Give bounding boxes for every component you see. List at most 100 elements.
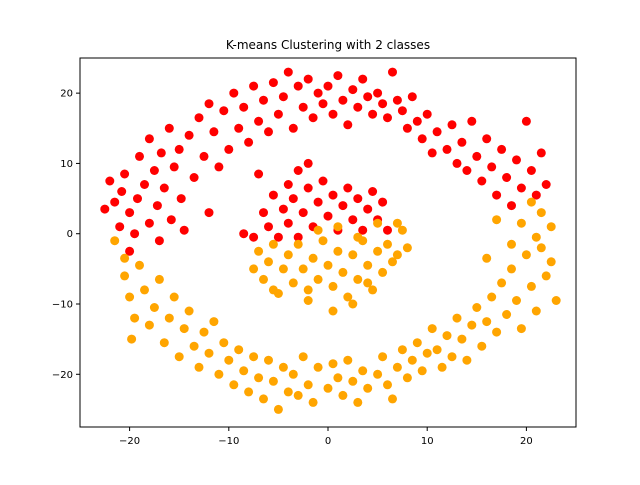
data-point [467, 320, 477, 330]
data-point [502, 173, 512, 182]
data-point [152, 201, 162, 211]
data-point [264, 257, 273, 267]
data-point [194, 362, 204, 372]
data-point [432, 127, 442, 137]
data-point [244, 387, 254, 397]
data-point [363, 260, 373, 270]
data-point [392, 250, 402, 260]
data-point [117, 187, 127, 196]
data-point [278, 362, 288, 372]
data-point [507, 201, 516, 211]
data-point [278, 264, 288, 274]
data-point [353, 102, 363, 112]
data-point [507, 239, 516, 249]
data-point [318, 176, 328, 186]
data-point [125, 246, 135, 256]
data-point [368, 187, 378, 196]
data-point [308, 113, 318, 123]
data-point [348, 299, 358, 309]
data-point [120, 169, 130, 179]
data-point [378, 267, 388, 277]
data-point [283, 67, 293, 77]
data-point [140, 180, 149, 189]
data-point [273, 232, 283, 242]
data-point [184, 306, 194, 316]
data-point [224, 355, 234, 365]
x-tick-label: 0 [325, 436, 331, 447]
data-point [383, 380, 392, 390]
data-point [373, 88, 383, 98]
data-point [154, 274, 164, 284]
data-point [541, 180, 551, 189]
data-point [497, 278, 507, 288]
data-point [516, 183, 526, 193]
data-point [497, 144, 507, 154]
data-point [179, 225, 189, 235]
data-point [338, 390, 348, 400]
data-point [249, 232, 259, 242]
data-point [447, 352, 457, 362]
data-point [229, 88, 239, 98]
data-point [368, 109, 378, 119]
data-point [383, 225, 392, 235]
data-point [457, 334, 467, 344]
data-point [239, 229, 249, 239]
data-point [353, 232, 363, 242]
data-point [323, 260, 333, 270]
data-point [239, 102, 249, 112]
data-point [303, 158, 313, 168]
data-points-layer [100, 67, 561, 414]
data-point [363, 92, 373, 102]
data-point [437, 362, 447, 372]
data-point [293, 232, 303, 242]
data-point [204, 208, 214, 218]
data-point [407, 92, 417, 102]
data-point [373, 246, 383, 256]
data-point [303, 296, 313, 305]
data-point [120, 253, 130, 263]
data-point [273, 109, 283, 119]
data-point [388, 67, 397, 77]
data-point [140, 285, 149, 295]
data-point [293, 239, 303, 249]
data-point [209, 127, 219, 137]
data-point [472, 151, 482, 161]
data-point [239, 366, 249, 376]
data-point [303, 183, 313, 193]
data-point [283, 387, 293, 397]
data-point [402, 243, 412, 253]
data-point [373, 218, 383, 228]
data-point [159, 183, 169, 193]
data-point [348, 215, 358, 225]
data-point [268, 376, 278, 386]
data-point [244, 137, 254, 147]
data-point [219, 338, 229, 348]
data-point [417, 134, 427, 144]
data-point [303, 380, 313, 390]
data-point [125, 292, 135, 302]
data-point [412, 116, 422, 126]
data-point [487, 292, 497, 302]
data-point [551, 296, 561, 305]
data-point [388, 257, 397, 267]
data-point [259, 208, 268, 218]
data-point [512, 155, 521, 165]
data-point [120, 271, 130, 281]
data-point [477, 176, 487, 186]
data-point [214, 162, 224, 172]
data-point [323, 81, 333, 91]
data-point [264, 127, 273, 137]
data-point [166, 215, 176, 225]
data-point [318, 236, 328, 246]
data-point [546, 222, 556, 232]
data-point [452, 313, 462, 323]
data-point [363, 383, 373, 393]
y-tick-label: 0 [67, 229, 73, 240]
data-point [373, 369, 383, 379]
data-point [363, 278, 373, 288]
data-point [308, 397, 318, 407]
data-point [333, 222, 343, 232]
data-point [298, 264, 308, 274]
data-point [199, 327, 209, 337]
